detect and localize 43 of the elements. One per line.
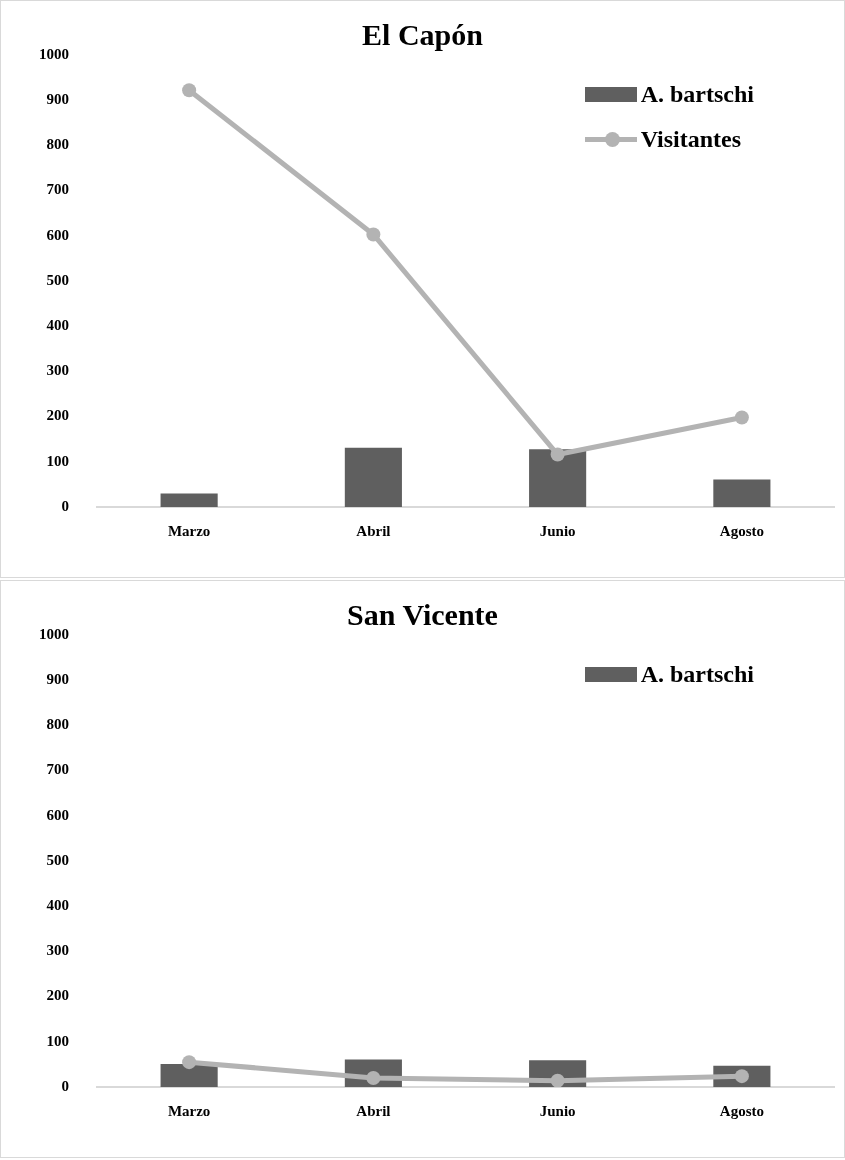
y-tick-label: 100 xyxy=(46,452,69,469)
bar xyxy=(344,447,402,507)
legend-label: A. bartschi xyxy=(640,81,754,108)
bar xyxy=(160,493,218,507)
x-tick-label: Agosto xyxy=(719,522,764,539)
x-tick-label: Abril xyxy=(356,522,391,539)
bar xyxy=(713,479,771,507)
point xyxy=(550,447,565,462)
y-tick-label: 900 xyxy=(46,671,69,688)
y-tick-label: 800 xyxy=(46,136,69,153)
y-tick-label: 800 xyxy=(46,716,69,733)
x-tick-label: Junio xyxy=(539,1102,576,1119)
y-tick-label: 300 xyxy=(46,942,69,959)
y-tick-label: 700 xyxy=(46,181,69,198)
point xyxy=(182,83,197,98)
y-tick-label: 100 xyxy=(46,1032,69,1049)
y-tick-label: 300 xyxy=(46,362,69,379)
x-tick-label: Marzo xyxy=(167,1102,211,1119)
y-tick-label: 900 xyxy=(46,91,69,108)
y-tick-label: 500 xyxy=(46,851,69,868)
y-tick-label: 1000 xyxy=(39,625,69,642)
y-tick-label: 500 xyxy=(46,271,69,288)
legend-label: A. bartschi xyxy=(640,661,754,688)
point xyxy=(734,410,749,425)
x-tick-label: Agosto xyxy=(719,1102,764,1119)
chart-title: El Capón xyxy=(362,17,484,51)
y-tick-label: 1000 xyxy=(39,45,69,62)
legend-label: Visitantes xyxy=(640,126,742,153)
y-tick-label: 400 xyxy=(46,897,69,914)
y-tick-label: 400 xyxy=(46,317,69,334)
x-tick-label: Marzo xyxy=(167,522,211,539)
y-tick-label: 600 xyxy=(46,226,69,243)
y-tick-label: 600 xyxy=(46,806,69,823)
y-tick-label: 0 xyxy=(61,1077,69,1094)
point xyxy=(366,227,381,242)
bar xyxy=(529,449,587,507)
x-tick-label: Junio xyxy=(539,522,576,539)
y-tick-label: 200 xyxy=(46,407,69,424)
chart-title: San Vicente xyxy=(347,597,498,631)
x-tick-label: Abril xyxy=(356,1102,391,1119)
y-tick-label: 0 xyxy=(61,497,69,514)
y-tick-label: 200 xyxy=(46,987,69,1004)
y-tick-label: 700 xyxy=(46,761,69,778)
